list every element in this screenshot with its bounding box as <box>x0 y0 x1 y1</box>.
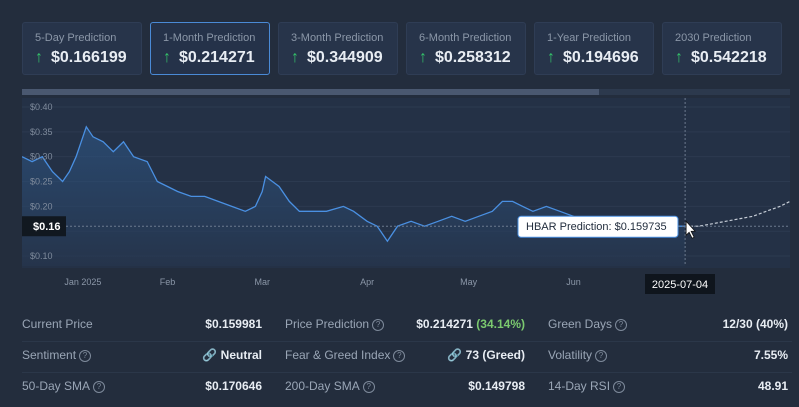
stat-label: Price Prediction? <box>285 317 385 331</box>
card-value: ↑ $0.194696 <box>547 49 639 66</box>
stat-value: 7.55% <box>753 348 788 362</box>
up-arrow-icon: ↑ <box>35 49 43 66</box>
help-icon[interactable]: ? <box>372 318 385 331</box>
prediction-line <box>685 200 790 227</box>
stat-value[interactable]: 🔗 73 (Greed) <box>447 348 525 362</box>
up-arrow-icon: ↑ <box>419 49 427 66</box>
stats-row-3: 50-Day SMA? $0.170646 200-Day SMA? $0.14… <box>22 375 792 403</box>
stat-value[interactable]: 🔗 Neutral <box>202 348 262 362</box>
stats-row-1: Current Price $0.159981 Price Prediction… <box>22 313 792 341</box>
stat-value: $0.149798 <box>468 379 525 393</box>
scrollbar-thumb[interactable] <box>22 89 599 95</box>
stat-label: Current Price <box>22 317 93 331</box>
help-icon[interactable]: ? <box>615 318 628 331</box>
card-5-day[interactable]: 5-Day Prediction ↑ $0.166199 <box>22 22 142 75</box>
stat-label: Volatility? <box>548 348 608 362</box>
x-tick-label: Apr <box>360 277 374 287</box>
y-tick-label: $0.35 <box>30 127 53 137</box>
card-1-month[interactable]: 1-Month Prediction ↑ $0.214271 <box>150 22 270 75</box>
stat-sentiment: Sentiment? 🔗 Neutral <box>22 344 262 368</box>
up-arrow-icon: ↑ <box>163 49 171 66</box>
help-icon[interactable]: ? <box>93 380 106 393</box>
card-value: ↑ $0.344909 <box>291 49 383 66</box>
current-price-tag <box>22 216 66 237</box>
stat-value: $0.214271 (34.14%) <box>416 317 525 331</box>
x-tick-label: May <box>460 277 478 287</box>
stat-sma200: 200-Day SMA? $0.149798 <box>285 375 525 399</box>
stat-green-days: Green Days? 12/30 (40%) <box>548 313 788 337</box>
prediction-cards: 5-Day Prediction ↑ $0.166199 1-Month Pred… <box>22 22 792 77</box>
y-tick-label: $0.30 <box>30 152 53 162</box>
help-icon[interactable]: ? <box>79 349 92 362</box>
stats-row-2: Sentiment? 🔗 Neutral Fear & Greed Index?… <box>22 344 792 372</box>
stat-sma50: 50-Day SMA? $0.170646 <box>22 375 262 399</box>
divider <box>22 372 792 373</box>
help-icon[interactable]: ? <box>393 349 406 362</box>
y-tick-label: $0.10 <box>30 251 53 261</box>
price-chart[interactable]: $0.40$0.35$0.30$0.25$0.20$0.15$0.10 Jan … <box>22 98 790 298</box>
prediction-tooltip-text: HBAR Prediction: $0.159735 <box>526 221 667 233</box>
stat-value: 48.91 <box>757 379 788 393</box>
y-tick-label: $0.25 <box>30 177 53 187</box>
card-label: 1-Year Prediction <box>547 32 631 44</box>
stat-label: Sentiment? <box>22 348 92 362</box>
card-6-month[interactable]: 6-Month Prediction ↑ $0.258312 <box>406 22 526 75</box>
card-1-year[interactable]: 1-Year Prediction ↑ $0.194696 <box>534 22 654 75</box>
x-tick-label: Jan 2025 <box>64 277 101 287</box>
stat-volatility: Volatility? 7.55% <box>548 344 788 368</box>
y-tick-label: $0.40 <box>30 102 53 112</box>
up-arrow-icon: ↑ <box>547 49 555 66</box>
up-arrow-icon: ↑ <box>291 49 299 66</box>
stat-rsi: 14-Day RSI? 48.91 <box>548 375 788 399</box>
card-3-month[interactable]: 3-Month Prediction ↑ $0.344909 <box>278 22 398 75</box>
divider <box>22 341 792 342</box>
link-icon: 🔗 <box>447 348 463 362</box>
stat-label: Green Days? <box>548 317 628 331</box>
stats-panel: Current Price $0.159981 Price Prediction… <box>22 313 792 403</box>
current-price-tag-label: $0.16 <box>33 221 61 233</box>
card-label: 6-Month Prediction <box>419 32 512 44</box>
stat-label: Fear & Greed Index? <box>285 348 406 362</box>
stat-label: 14-Day RSI? <box>548 379 626 393</box>
date-tag-label: 2025-07-04 <box>652 279 708 291</box>
card-value: ↑ $0.214271 <box>163 49 255 66</box>
link-icon: 🔗 <box>202 348 218 362</box>
help-icon[interactable]: ? <box>595 349 608 362</box>
stat-fear-greed: Fear & Greed Index? 🔗 73 (Greed) <box>285 344 525 368</box>
stat-label: 200-Day SMA? <box>285 379 375 393</box>
stat-label: 50-Day SMA? <box>22 379 106 393</box>
card-label: 1-Month Prediction <box>163 32 256 44</box>
up-arrow-icon: ↑ <box>675 49 683 66</box>
help-icon[interactable]: ? <box>613 380 626 393</box>
x-tick-label: Mar <box>254 277 270 287</box>
prediction-tooltip <box>517 215 679 238</box>
stat-value: $0.159981 <box>205 317 262 331</box>
x-tick-label: Feb <box>160 277 176 287</box>
card-label: 3-Month Prediction <box>291 32 384 44</box>
help-icon[interactable]: ? <box>362 380 375 393</box>
card-value: ↑ $0.166199 <box>35 49 127 66</box>
stat-current-price: Current Price $0.159981 <box>22 313 262 337</box>
chart-scrollbar[interactable] <box>22 89 790 95</box>
date-tag <box>645 274 715 294</box>
card-label: 5-Day Prediction <box>35 32 117 44</box>
change-badge: (34.14%) <box>476 317 525 331</box>
card-value: ↑ $0.258312 <box>419 49 511 66</box>
stat-price-prediction: Price Prediction? $0.214271 (34.14%) <box>285 313 525 337</box>
price-line <box>22 125 686 243</box>
x-tick-label: Jun <box>566 277 581 287</box>
stat-value: $0.170646 <box>205 379 262 393</box>
card-value: ↑ $0.542218 <box>675 49 767 66</box>
card-label: 2030 Prediction <box>675 32 752 44</box>
stat-value: 12/30 (40%) <box>722 317 788 331</box>
y-tick-label: $0.20 <box>30 201 53 211</box>
card-2030[interactable]: 2030 Prediction ↑ $0.542218 <box>662 22 782 75</box>
mouse-cursor-icon <box>685 220 697 239</box>
